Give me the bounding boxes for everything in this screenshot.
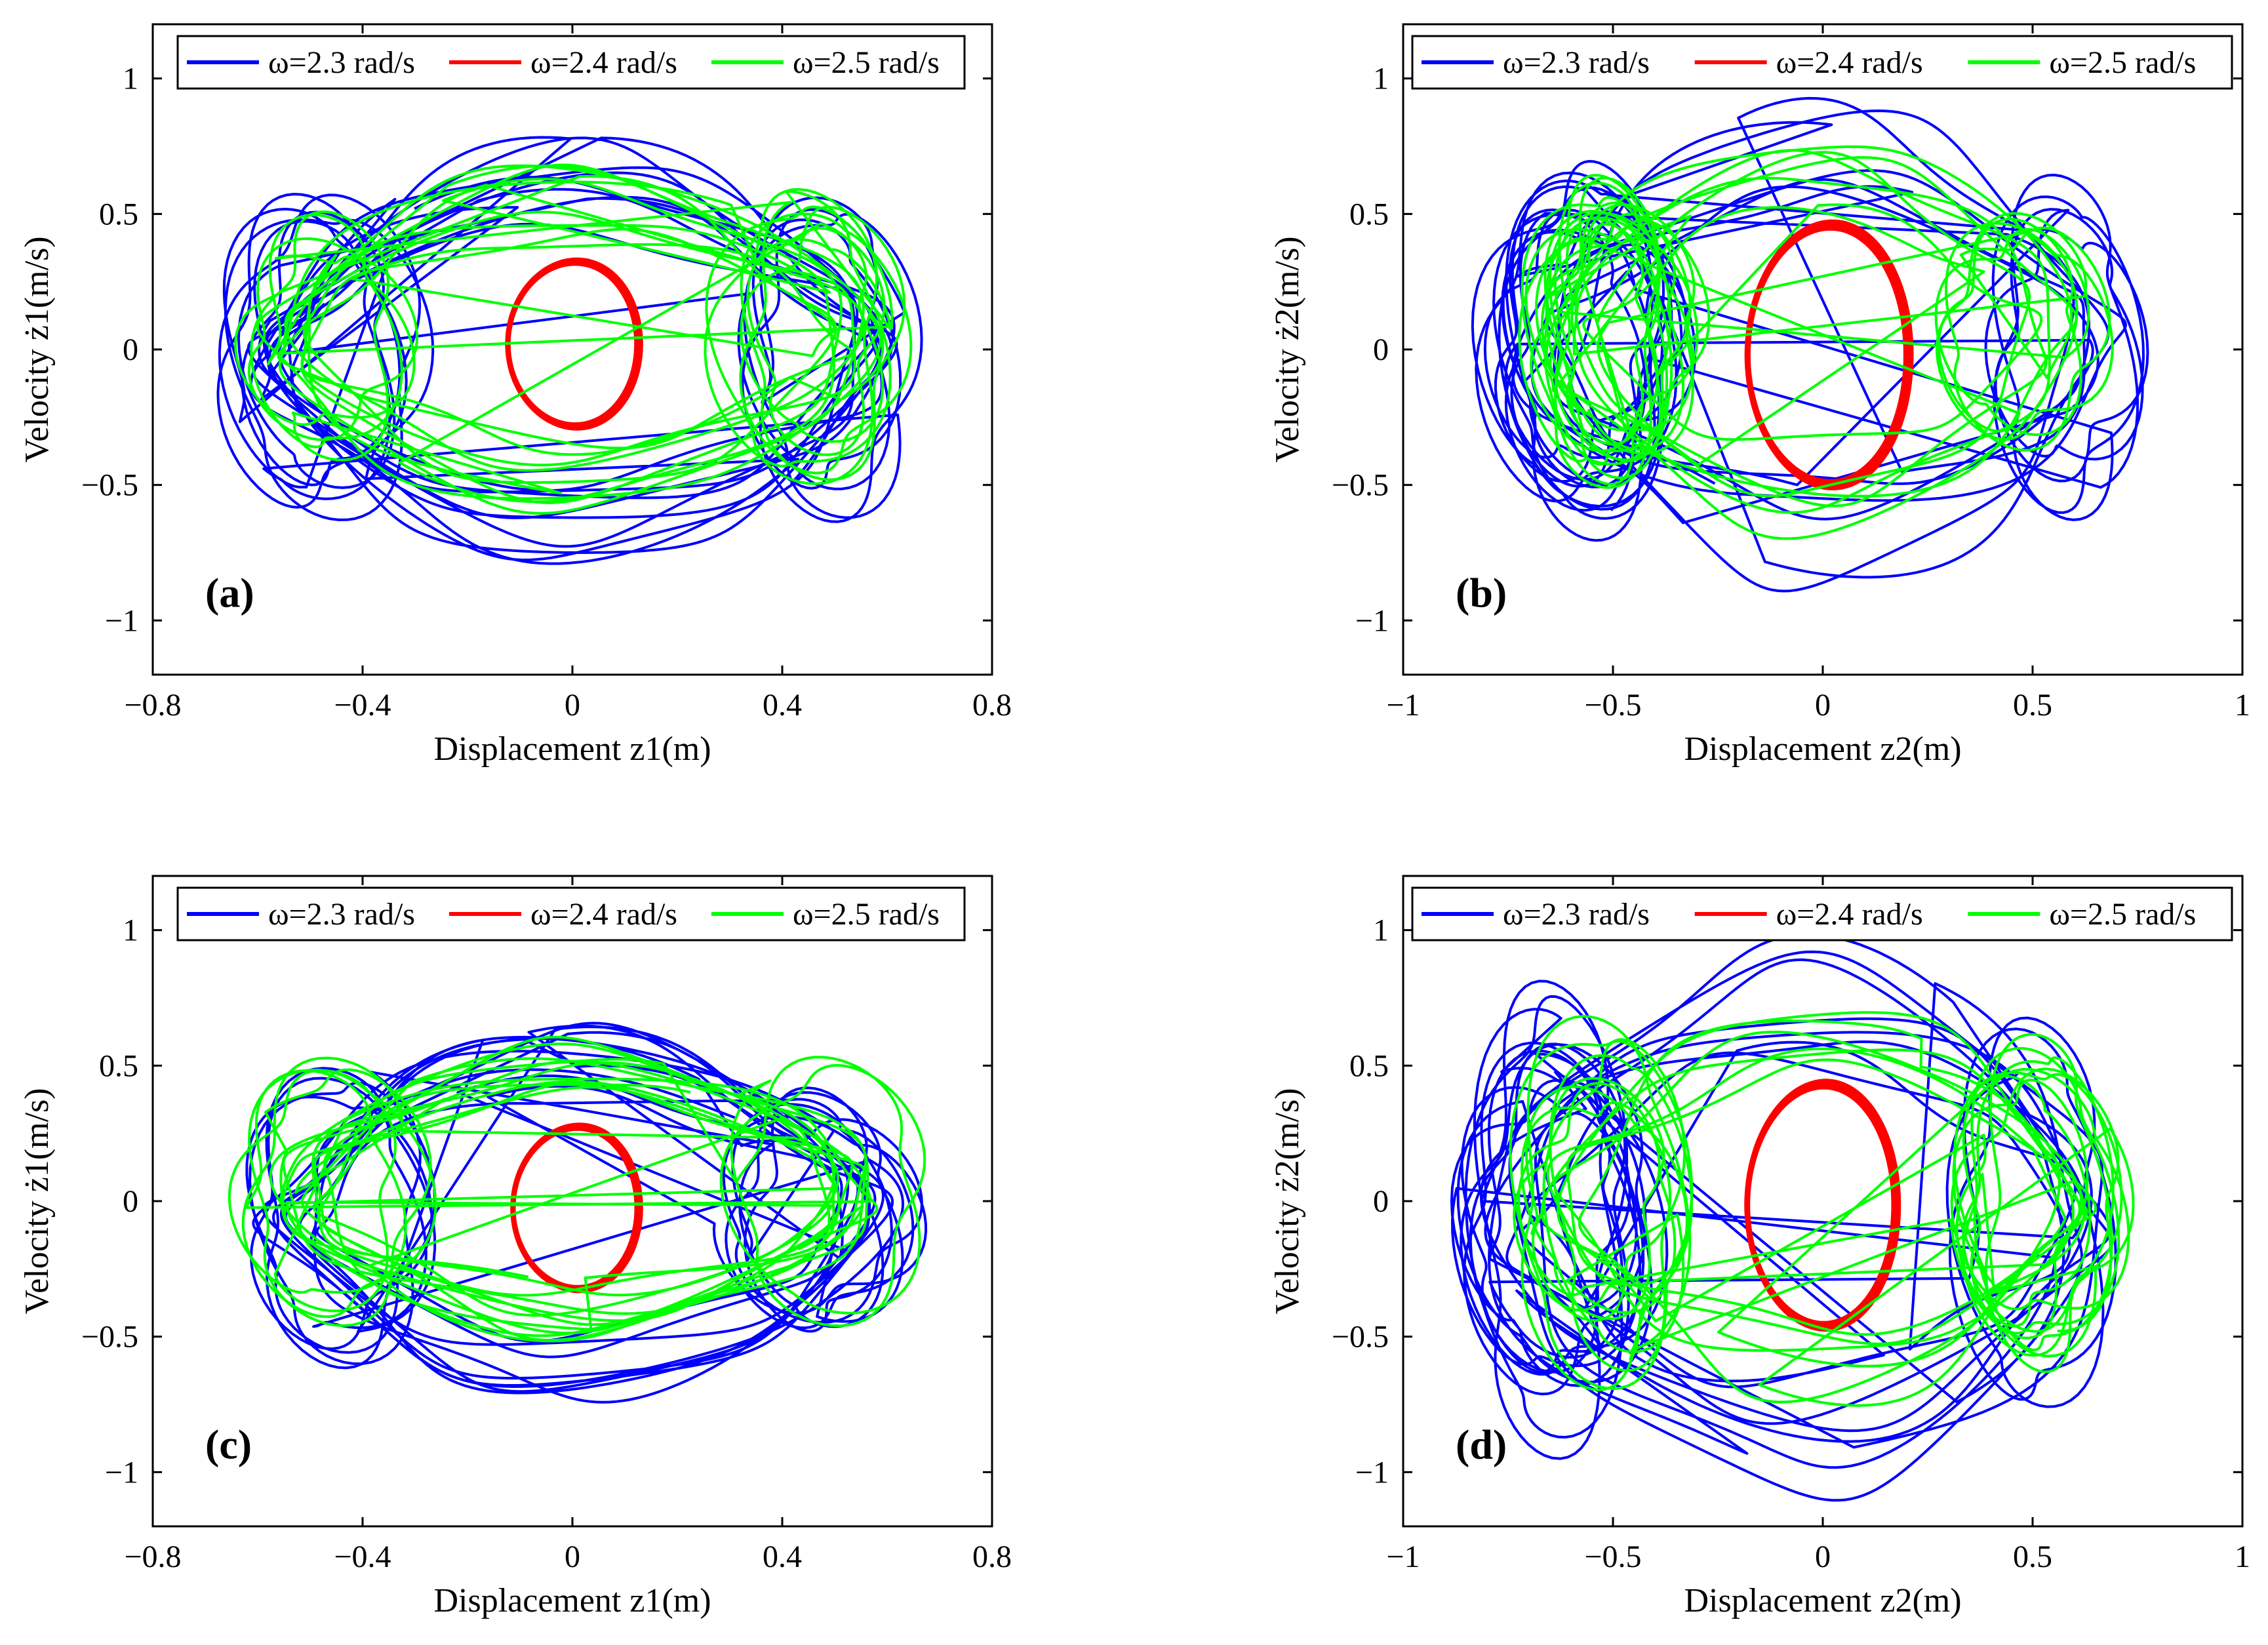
x-axis-label: Displacement z2(m)	[1684, 730, 1961, 768]
y-tick-label: −1	[105, 1455, 138, 1490]
x-tick-label: −0.8	[124, 1539, 181, 1574]
y-tick-label: 0	[123, 1184, 138, 1219]
y-axis-label: Velocity ż2(m/s)	[1269, 236, 1306, 462]
series-line-3	[228, 1035, 926, 1343]
x-tick-label: 0.4	[763, 688, 802, 723]
y-tick-label: −1	[1355, 1455, 1389, 1490]
y-tick-label: 0.5	[1349, 197, 1389, 231]
y-tick-label: −0.5	[81, 468, 138, 503]
y-tick-label: 0.5	[99, 197, 138, 231]
legend-entry-1: ω=2.3 rad/s	[1503, 45, 1650, 80]
y-axis-label: Velocity ż1(m/s)	[18, 1088, 56, 1314]
x-tick-label: 0.5	[2013, 688, 2052, 723]
panel-d: −1 −0.5 0 0.5 1 −1 −0.5 0 0.5 1 Displacement z2(m)…	[1269, 875, 2250, 1619]
legend: ω=2.3 rad/s ω=2.4 rad/s ω=2.5 rad/s	[1411, 886, 2233, 941]
legend: ω=2.3 rad/s ω=2.4 rad/s ω=2.5 rad/s	[1411, 35, 2233, 90]
x-tick-label: 1	[2235, 1539, 2250, 1574]
x-tick-label: −0.5	[1584, 688, 1641, 723]
x-tick-label: 0	[565, 688, 580, 723]
series-line-2	[1744, 219, 1914, 490]
y-tick-label: 0	[1373, 332, 1389, 367]
legend-box	[176, 35, 966, 90]
legend-entry-1: ω=2.3 rad/s	[268, 897, 415, 932]
x-axis-label: Displacement z2(m)	[1684, 1582, 1961, 1619]
legend-entry-2: ω=2.4 rad/s	[1776, 45, 1923, 80]
plot-area	[216, 136, 923, 565]
plot-area	[228, 1021, 928, 1404]
x-tick-label: 0.4	[763, 1539, 802, 1574]
series-line-3	[1509, 1011, 2135, 1407]
y-axis-label: Velocity ż2(m/s)	[1269, 1088, 1306, 1314]
series-line-1	[245, 1021, 928, 1404]
x-tick-label: 0.8	[972, 1539, 1012, 1574]
legend: ω=2.3 rad/s ω=2.4 rad/s ω=2.5 rad/s	[176, 886, 966, 941]
x-tick-label: −1	[1386, 1539, 1420, 1574]
axes-frame	[1402, 23, 2244, 676]
legend-entry-3: ω=2.5 rad/s	[793, 897, 940, 932]
panel-c: −0.8 −0.4 0 0.4 0.8 −1 −0.5 0 0.5 1 Displacement z…	[18, 875, 1012, 1619]
legend-entry-1: ω=2.3 rad/s	[1503, 897, 1650, 932]
x-tick-label: 0.5	[2013, 1539, 2052, 1574]
x-tick-label: −1	[1386, 688, 1420, 723]
legend-box	[1411, 886, 2233, 941]
plot-area	[1450, 933, 2135, 1502]
y-tick-label: 0.5	[99, 1048, 138, 1083]
legend-entry-2: ω=2.4 rad/s	[1776, 897, 1923, 932]
x-tick-label: 0.8	[972, 688, 1012, 723]
x-axis-label: Displacement z1(m)	[433, 730, 711, 768]
panel-label: (c)	[205, 1421, 252, 1468]
y-tick-label: 1	[1373, 62, 1389, 96]
series-line-2	[505, 257, 643, 431]
y-tick-label: 1	[1373, 913, 1389, 948]
panel-a: −0.8 −0.4 0 0.4 0.8 −1 −0.5 0 0.5 1 Displacement z…	[18, 23, 1012, 768]
legend-entry-2: ω=2.4 rad/s	[530, 45, 677, 80]
x-axis-label: Displacement z1(m)	[433, 1582, 711, 1619]
y-axis-label: Velocity ż1(m/s)	[18, 236, 56, 462]
series-line-1	[1450, 933, 2117, 1502]
y-tick-label: −0.5	[81, 1320, 138, 1355]
legend-entry-3: ω=2.5 rad/s	[2049, 897, 2196, 932]
x-tick-label: 0	[565, 1539, 580, 1574]
y-tick-label: −1	[1355, 603, 1389, 638]
y-tick-label: 0	[123, 332, 138, 367]
legend-entry-3: ω=2.5 rad/s	[2049, 45, 2196, 80]
x-tick-label: −0.4	[334, 688, 391, 723]
y-tick-label: 0	[1373, 1184, 1389, 1219]
x-tick-label: 1	[2235, 688, 2250, 723]
y-tick-label: 1	[123, 913, 138, 948]
y-tick-label: 1	[123, 62, 138, 96]
x-tick-label: 0	[1815, 688, 1831, 723]
series-line-3	[1518, 145, 2114, 540]
panel-label: (a)	[205, 570, 254, 616]
legend-entry-3: ω=2.5 rad/s	[793, 45, 940, 80]
series-line-1	[1471, 96, 2149, 593]
series-line-3	[234, 163, 913, 515]
panel-label: (b)	[1456, 570, 1507, 616]
x-tick-label: 0	[1815, 1539, 1831, 1574]
x-tick-label: −0.4	[334, 1539, 391, 1574]
y-tick-label: −0.5	[1332, 468, 1389, 503]
series-line-2	[1744, 1079, 1901, 1332]
x-tick-label: −0.5	[1584, 1539, 1641, 1574]
legend-entry-2: ω=2.4 rad/s	[530, 897, 677, 932]
panel-label: (d)	[1456, 1421, 1507, 1468]
y-tick-label: 0.5	[1349, 1048, 1389, 1083]
series-line-2	[510, 1122, 643, 1294]
panel-b: −1 −0.5 0 0.5 1 −1 −0.5 0 0.5 1 Displacement z2(m)…	[1269, 23, 2250, 768]
x-tick-label: −0.8	[124, 688, 181, 723]
y-tick-label: −1	[105, 603, 138, 638]
y-tick-label: −0.5	[1332, 1320, 1389, 1355]
legend-box	[176, 886, 966, 941]
legend-entry-1: ω=2.3 rad/s	[268, 45, 415, 80]
legend: ω=2.3 rad/s ω=2.4 rad/s ω=2.5 rad/s	[176, 35, 966, 90]
legend-box	[1411, 35, 2233, 90]
plot-area	[1471, 96, 2149, 593]
